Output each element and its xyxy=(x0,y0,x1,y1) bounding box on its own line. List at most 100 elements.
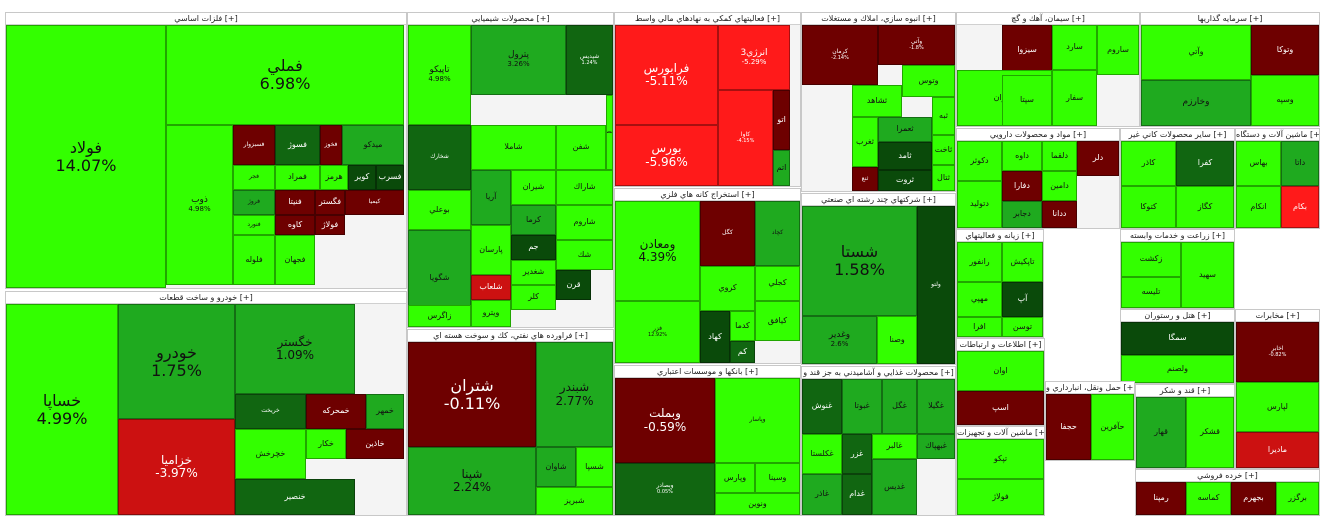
stock-tile[interactable]: پارسان xyxy=(471,225,511,275)
stock-tile[interactable]: وآتي -1.8% xyxy=(878,25,955,65)
stock-tile[interactable]: وبملت -0.59% xyxy=(615,378,715,463)
stock-tile[interactable]: خريخت xyxy=(235,394,306,429)
stock-tile[interactable]: ذوب 4.98% xyxy=(166,125,233,285)
stock-tile[interactable]: وآتي xyxy=(1141,25,1251,80)
stock-tile[interactable]: دامين xyxy=(1042,171,1077,201)
stock-tile[interactable]: بجهرم xyxy=(1231,482,1276,515)
stock-tile[interactable]: خنصير xyxy=(235,479,355,515)
stock-tile[interactable]: وغدير 2.6% xyxy=(802,316,877,364)
stock-tile[interactable]: دجابر xyxy=(1002,201,1042,228)
sector-title[interactable]: مخابرات [+] xyxy=(1236,310,1319,322)
stock-tile[interactable]: سهيد xyxy=(1181,242,1234,308)
stock-tile[interactable]: فسبزوار xyxy=(233,125,275,165)
sector-title[interactable]: زيانه و فعاليتهاي [+] xyxy=(957,230,1043,242)
stock-tile[interactable]: دتوليد xyxy=(957,181,1002,228)
stock-tile[interactable]: حآفرين xyxy=(1091,394,1134,460)
sector-title[interactable]: ماشين آلات و تجهيزات [+] xyxy=(957,427,1044,439)
stock-tile[interactable]: كاوه xyxy=(275,215,315,235)
stock-tile[interactable]: ثنع xyxy=(852,167,878,191)
stock-tile[interactable]: قهار xyxy=(1136,397,1186,468)
stock-tile[interactable]: كگل xyxy=(700,201,755,266)
stock-tile[interactable]: غديس xyxy=(872,459,917,515)
sector-title[interactable]: شركتهاي چند رشته اي صنعتي [+] xyxy=(802,194,955,206)
stock-tile[interactable]: غبهپاك xyxy=(917,434,955,459)
stock-tile[interactable]: شفن xyxy=(556,125,606,170)
stock-tile[interactable]: پترول 3.26% xyxy=(471,25,566,95)
sector-title[interactable]: حمل ونقل، انبارداري و [+] xyxy=(1046,382,1134,394)
stock-tile[interactable]: شتران -0.11% xyxy=(408,342,536,447)
sector-title[interactable]: خودرو و ساخت قطعات [+] xyxy=(6,292,406,304)
stock-tile[interactable]: هرمز xyxy=(320,165,348,190)
stock-tile[interactable]: اسپ xyxy=(957,391,1044,425)
stock-tile[interactable]: كرما xyxy=(511,205,556,235)
stock-tile[interactable]: ولصنم xyxy=(1121,355,1234,383)
stock-tile[interactable]: وتوس xyxy=(902,65,955,97)
stock-tile[interactable]: خمحركه xyxy=(306,394,366,429)
stock-tile[interactable]: ثامد xyxy=(878,142,932,170)
stock-tile[interactable]: توسن xyxy=(1002,317,1043,337)
stock-tile[interactable]: وبصادر 0.05% xyxy=(615,463,715,515)
stock-tile[interactable]: جم xyxy=(511,235,556,260)
sector-title[interactable]: سيمان، آهك و گچ [+] xyxy=(957,13,1139,25)
stock-tile[interactable]: مادیرا xyxy=(1236,432,1319,468)
stock-tile[interactable]: وصنا xyxy=(877,316,917,364)
sector-title[interactable]: ماشين آلات و دستگاه [+] xyxy=(1236,129,1319,141)
stock-tile[interactable]: شسپا xyxy=(576,447,613,487)
stock-tile[interactable]: تاپكيش xyxy=(1002,242,1043,282)
stock-tile[interactable]: كدما xyxy=(730,311,755,341)
sector-title[interactable]: محصولات شيميايي [+] xyxy=(408,13,613,25)
stock-tile[interactable]: فروژ xyxy=(233,190,275,215)
stock-tile[interactable]: كوير xyxy=(348,165,376,190)
stock-tile[interactable]: كم xyxy=(730,341,755,363)
sector-title[interactable]: زراعت و خدمات وابسته [+] xyxy=(1121,230,1234,242)
stock-tile[interactable]: فنيتا xyxy=(275,190,315,215)
stock-tile[interactable]: قرن xyxy=(556,270,591,300)
stock-tile[interactable]: كهاد xyxy=(700,311,730,363)
stock-tile[interactable]: سيزوا xyxy=(1002,25,1052,75)
stock-tile[interactable]: شاراك xyxy=(556,170,613,205)
stock-tile[interactable]: ددانا xyxy=(1042,201,1077,228)
stock-tile[interactable]: شستا 1.58% xyxy=(802,206,917,316)
stock-tile[interactable]: شاملا xyxy=(471,125,556,170)
stock-tile[interactable]: تپكو xyxy=(957,439,1044,479)
stock-tile[interactable]: دكوثر xyxy=(957,141,1002,181)
stock-tile[interactable]: غدام xyxy=(842,474,872,515)
stock-tile[interactable]: غزر xyxy=(842,434,872,474)
stock-tile[interactable]: فجهان xyxy=(275,235,315,285)
stock-tile[interactable]: كاوا -4.15% xyxy=(718,90,773,186)
stock-tile[interactable]: داتا xyxy=(1281,141,1319,186)
sector-title[interactable]: ساير محصولات كاني غير [+] xyxy=(1121,129,1234,141)
stock-tile[interactable]: كماسه xyxy=(1186,482,1231,515)
stock-tile[interactable]: انكام xyxy=(1236,186,1281,228)
stock-tile[interactable]: وخارزم xyxy=(1141,80,1251,126)
sector-title[interactable]: هتل و رستوران [+] xyxy=(1121,310,1234,322)
stock-tile[interactable]: بكام xyxy=(1281,186,1319,228)
stock-tile[interactable]: شاوان xyxy=(536,447,576,487)
stock-tile[interactable]: سمگا xyxy=(1121,322,1234,355)
stock-tile[interactable]: شغدير xyxy=(511,260,556,285)
stock-tile[interactable]: شپنا 2.24% xyxy=(408,447,536,515)
sector-title[interactable]: اطلاعات و ارتباطات [+] xyxy=(957,339,1044,351)
stock-tile[interactable]: غنوش xyxy=(802,379,842,434)
stock-tile[interactable]: زاگرس xyxy=(408,305,471,327)
stock-tile[interactable]: وپاسار xyxy=(715,378,800,463)
stock-tile[interactable]: غگيلا xyxy=(917,379,955,434)
stock-tile[interactable]: كاذر xyxy=(1121,141,1176,186)
stock-tile[interactable]: خودرو 1.75% xyxy=(118,304,235,419)
stock-tile[interactable]: سارد xyxy=(1052,25,1097,70)
stock-tile[interactable]: انرژي3 -5.29% xyxy=(718,25,790,90)
sector-title[interactable]: بانكها و موسسات اعتباري [+] xyxy=(615,366,800,378)
stock-tile[interactable]: كفرا xyxy=(1176,141,1234,186)
stock-tile[interactable]: كروي xyxy=(700,266,755,311)
stock-tile[interactable]: شك xyxy=(556,240,613,270)
stock-tile[interactable]: ثشاهد xyxy=(852,85,902,117)
stock-tile[interactable]: فنورد xyxy=(233,215,275,235)
sector-title[interactable]: مواد و محصولات دارويي [+] xyxy=(957,129,1119,141)
stock-tile[interactable]: تاپيكو 4.98% xyxy=(408,25,471,125)
stock-tile[interactable]: وتوكا xyxy=(1251,25,1319,75)
stock-tile[interactable]: اتو xyxy=(773,90,790,150)
stock-tile[interactable]: ثعمرا xyxy=(878,117,932,142)
stock-tile[interactable]: خچرخش xyxy=(235,429,306,479)
stock-tile[interactable]: غبوتا xyxy=(842,379,882,434)
stock-tile[interactable]: فسرب xyxy=(376,165,404,190)
